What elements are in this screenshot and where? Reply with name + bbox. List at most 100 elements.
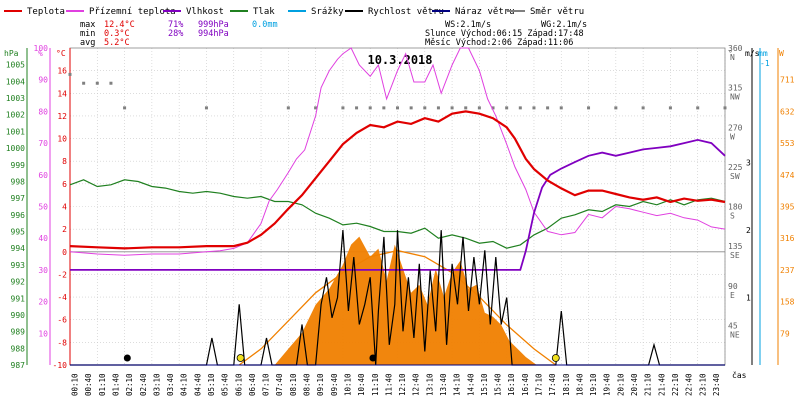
x-tick-label: 12:10: [398, 373, 407, 396]
pressure-tick-label: 992: [11, 278, 26, 287]
x-tick-label: 05:40: [221, 373, 230, 396]
x-tick-label: 02:10: [125, 373, 134, 396]
x-tick-label: 23:40: [712, 373, 721, 396]
direction-tick-name: N: [730, 53, 735, 62]
x-tick-label: 03:10: [152, 373, 161, 396]
solar-tick-label: 711: [780, 76, 795, 85]
humidity-line: [70, 138, 726, 271]
wind-direction-point: [641, 106, 645, 110]
x-tick-label: 16:40: [521, 373, 530, 396]
pressure-tick-label: 990: [11, 311, 26, 320]
wind-direction-point: [587, 106, 591, 110]
wind-direction-point: [382, 106, 386, 110]
pressure-tick-label: 991: [11, 294, 26, 303]
x-tick-label: 20:40: [630, 373, 639, 396]
x-tick-label: 19:40: [603, 373, 612, 396]
wind-direction-point: [614, 106, 618, 110]
temperature-tick-label: -2: [57, 270, 67, 279]
solar-tick-label: 158: [780, 298, 795, 307]
axes: hPa 987 988 989 990 991 992 993 994 995 996 997 998 9…: [4, 44, 795, 396]
x-tick-label: 16:10: [507, 373, 516, 396]
solar-tick-label: 395: [780, 203, 795, 212]
wind-direction-point: [355, 106, 359, 110]
solar-tick-label: 316: [780, 234, 795, 243]
direction-tick-deg: 225: [728, 163, 743, 172]
direction-tick-name: S: [730, 212, 735, 221]
temperature-tick-label: 4: [62, 203, 67, 212]
x-tick-label: 19:10: [589, 373, 598, 396]
wind-speed-readout: WS:2.1m/s: [445, 20, 491, 30]
pressure-tick-label: 995: [11, 228, 26, 237]
wind-direction-point: [546, 106, 550, 110]
chart-title: 10.3.2018: [367, 53, 432, 67]
legend-label: Rychlost větru: [368, 7, 444, 17]
temperature-tick-label: 8: [62, 157, 67, 166]
legend-label: Přízemní teplota: [89, 7, 176, 17]
rain-tick-label: -1: [760, 59, 770, 68]
humidity-tick-label: 100: [34, 44, 49, 53]
stats-panel: max 12.4°C 71% 999hPa 0.0mm min 0.3°C 28% 994hPa…: [80, 20, 587, 48]
wind-direction-point: [123, 106, 127, 110]
wind-direction-point: [668, 106, 672, 110]
x-tick-label: 04:10: [180, 373, 189, 396]
pressure-tick-label: 994: [11, 244, 26, 253]
ground-temperature-line: [69, 47, 726, 256]
x-tick-label: 06:10: [234, 373, 243, 396]
x-tick-label: 05:10: [207, 373, 216, 396]
wind-direction-point: [341, 106, 345, 110]
pressure-tick-label: 999: [11, 161, 26, 170]
x-tick-label: 18:10: [562, 373, 571, 396]
wind-direction-point: [559, 106, 563, 110]
pressure-tick-label: 987: [11, 361, 26, 370]
temperature-tick-label: 16: [57, 67, 67, 76]
solar-tick-label: 237: [780, 266, 795, 275]
wind-tick-label: 2: [746, 226, 751, 235]
humidity-tick-label: 10: [38, 329, 48, 338]
temperature-tick-label: 10: [57, 135, 67, 144]
x-tick-label: 17:40: [548, 373, 557, 396]
direction-tick-name: SE: [730, 251, 740, 260]
direction-tick-name: NW: [730, 93, 740, 102]
x-tick-label: 11:40: [384, 373, 393, 396]
humidity-tick-label: 80: [38, 107, 48, 116]
x-axis-unit: čas: [732, 370, 747, 380]
humidity-axis-unit: %: [38, 49, 43, 58]
pressure-tick-label: 1002: [6, 111, 25, 120]
wind-direction-point: [518, 106, 522, 110]
pressure-tick-label: 1004: [6, 77, 25, 86]
wind-direction-point: [286, 106, 290, 110]
x-tick-label: 03:40: [166, 373, 175, 396]
x-tick-label: 07:10: [262, 373, 271, 396]
x-tick-label: 04:40: [193, 373, 202, 396]
humidity-tick-label: 70: [38, 139, 48, 148]
temperature-tick-label: 12: [57, 112, 67, 121]
wind-tick-label: 3: [746, 159, 751, 168]
wind-direction-point: [477, 106, 481, 110]
x-tick-label: 01:40: [111, 373, 120, 396]
sunset-icon: [551, 354, 560, 362]
legend-label: Náraz větru: [455, 7, 515, 17]
x-tick-label: 08:10: [289, 373, 298, 396]
temperature-tick-label: 6: [62, 180, 67, 189]
wind-axis-unit: m/s: [745, 49, 760, 58]
sun-times: Slunce Východ:06:15 Západ:17:48: [425, 29, 584, 39]
x-tick-label: 20:10: [616, 373, 625, 396]
temperature-axis-unit: °C: [56, 49, 66, 58]
direction-tick-name: SW: [730, 172, 740, 181]
wind-direction-point: [95, 81, 99, 85]
wind-direction-point: [505, 106, 509, 110]
wind-direction-point: [491, 106, 495, 110]
x-tick-label: 10:40: [357, 373, 366, 396]
x-tick-label: 07:40: [275, 373, 284, 396]
direction-tick-deg: 360: [728, 44, 743, 53]
wind-direction-point: [82, 81, 86, 85]
direction-tick-name: W: [730, 132, 735, 141]
direction-tick-deg: 45: [728, 321, 738, 330]
solar-tick-label: 632: [780, 107, 795, 116]
pressure-tick-label: 993: [11, 261, 26, 270]
x-tick-label: 14:40: [466, 373, 475, 396]
x-tick-label: 11:10: [371, 373, 380, 396]
stat-value: 0.3°C: [104, 29, 130, 39]
direction-tick-deg: 180: [728, 203, 743, 212]
